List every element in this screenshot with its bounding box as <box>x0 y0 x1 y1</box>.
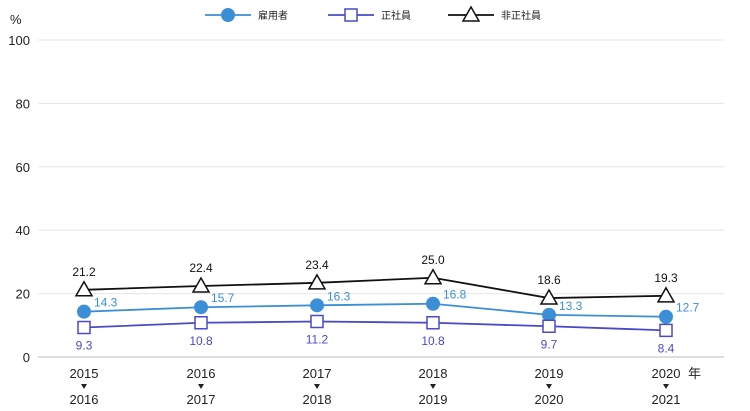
square-marker <box>426 316 440 330</box>
y-tick-label: 80 <box>16 96 30 111</box>
triangle-marker <box>539 288 559 305</box>
circle-marker <box>194 300 208 315</box>
x-tick-label-end: 2020 <box>535 392 564 407</box>
x-tick-label-end: 2019 <box>419 392 448 407</box>
series-line <box>83 320 667 332</box>
down-arrow-icon <box>546 384 552 389</box>
y-axis-unit: % <box>10 12 22 27</box>
data-labels: 14.3 15.7 16.3 16.8 13.3 12.7 9.3 10.8 11.2 10.8 9… <box>72 253 699 356</box>
data-label: 9.3 <box>76 339 93 353</box>
circle-marker <box>426 296 440 311</box>
series-3 <box>74 268 676 305</box>
data-label: 21.2 <box>72 265 96 279</box>
circle-marker <box>77 304 91 319</box>
data-label: 16.8 <box>443 288 467 302</box>
data-label: 9.7 <box>541 337 558 351</box>
x-tick-label-start: 2016 <box>187 366 216 381</box>
down-arrow-icon <box>314 384 320 389</box>
y-tick-label: 40 <box>16 223 30 238</box>
legend-item: 雇用者 <box>205 8 288 22</box>
triangle-marker <box>461 5 481 22</box>
triangle-marker <box>423 268 443 285</box>
data-label: 22.4 <box>189 261 213 275</box>
legend-item: 正社員 <box>328 8 411 22</box>
y-tick-label: 60 <box>16 160 30 175</box>
square-marker <box>194 316 208 330</box>
data-label: 8.4 <box>658 341 675 355</box>
data-label: 16.3 <box>327 289 351 303</box>
data-label: 10.8 <box>189 334 213 348</box>
legend-item: 非正社員 <box>448 5 541 22</box>
data-label: 11.2 <box>306 332 329 346</box>
gridlines <box>38 39 724 358</box>
x-tick-label-start: 2020 <box>652 366 681 381</box>
square-marker <box>310 314 324 329</box>
circle-marker <box>310 298 324 313</box>
triangle-marker <box>191 276 211 293</box>
series-group <box>74 268 676 338</box>
triangle-marker <box>307 273 327 290</box>
square-marker <box>659 323 673 338</box>
down-arrow-icon <box>430 384 436 389</box>
legend: 雇用者 正社員 非正社員 <box>205 5 541 22</box>
down-arrow-icon <box>198 384 204 389</box>
data-label: 12.7 <box>676 301 700 315</box>
x-tick-label-start: 2015 <box>70 366 99 381</box>
x-tick-label-start: 2018 <box>419 366 448 381</box>
legend-label: 正社員 <box>381 9 411 22</box>
legend-label: 雇用者 <box>258 9 288 22</box>
data-label: 18.6 <box>537 273 561 287</box>
y-axis-ticks: 0 20 40 60 80 100 <box>8 33 30 365</box>
x-tick-label-end: 2017 <box>187 392 216 407</box>
data-label: 15.7 <box>211 291 235 305</box>
down-arrow-icon <box>81 384 87 389</box>
circle-marker <box>542 307 556 322</box>
x-axis-ticks: 2015 2016 2016 2017 2017 2018 2018 2019 2019 2020… <box>70 366 681 407</box>
down-arrow-icon <box>663 384 669 389</box>
series-2 <box>77 314 673 338</box>
x-axis-unit: 年 <box>688 366 701 381</box>
circle-marker <box>659 309 673 324</box>
data-label: 14.3 <box>94 296 118 310</box>
square-marker <box>77 320 91 335</box>
data-label: 19.3 <box>654 271 678 285</box>
x-tick-label-start: 2019 <box>535 366 564 381</box>
y-tick-label: 100 <box>8 33 30 48</box>
x-tick-label-start: 2017 <box>303 366 332 381</box>
legend-label: 非正社員 <box>501 9 541 22</box>
data-label: 23.4 <box>305 258 329 272</box>
x-tick-label-end: 2021 <box>652 392 681 407</box>
square-marker <box>344 8 358 22</box>
series-line <box>83 302 667 318</box>
data-label: 25.0 <box>421 253 445 267</box>
triangle-marker <box>656 286 676 303</box>
data-label: 13.3 <box>559 299 583 313</box>
y-tick-label: 0 <box>23 350 30 365</box>
series-line <box>83 276 667 299</box>
series-1 <box>77 296 673 324</box>
data-label: 10.8 <box>421 334 445 348</box>
triangle-marker <box>74 280 94 297</box>
y-tick-label: 20 <box>16 287 30 302</box>
x-tick-label-end: 2018 <box>303 392 332 407</box>
square-marker <box>542 319 556 334</box>
circle-marker <box>221 8 235 22</box>
x-tick-label-end: 2016 <box>70 392 99 407</box>
